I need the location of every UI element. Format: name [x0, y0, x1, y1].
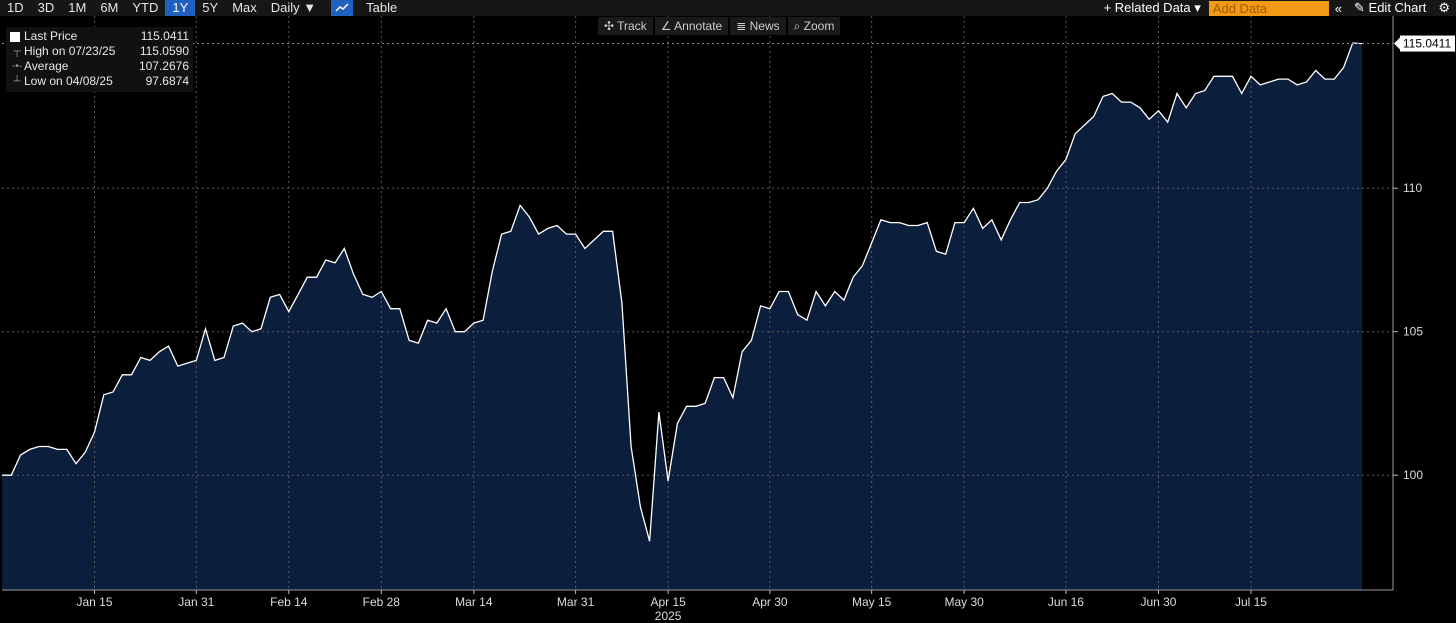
x-tick-label: Jun 16 — [1048, 595, 1084, 609]
price-line — [2, 42, 1363, 542]
legend-last-value: 115.0411 — [140, 29, 189, 43]
line-chart-icon[interactable] — [331, 0, 354, 16]
chart-tools: ✣ Track ∠ Annotate ≣ News ⌕ Zoom — [598, 17, 842, 35]
news-button[interactable]: ≣ News — [730, 17, 786, 35]
range-button-1m[interactable]: 1M — [68, 0, 87, 15]
x-tick-label: May 30 — [944, 595, 984, 609]
collapse-icon[interactable]: « — [1334, 0, 1343, 16]
x-axis-year-label: 2025 — [655, 609, 682, 623]
x-tick-label: Mar 31 — [557, 595, 595, 609]
table-button[interactable]: Table — [366, 0, 398, 15]
x-tick-label: Mar 14 — [455, 595, 493, 609]
add-data-input[interactable] — [1208, 0, 1329, 16]
legend-high-label: High on 07/23/25 — [24, 44, 116, 58]
legend-last-label: Last Price — [24, 29, 78, 43]
price-area-chart[interactable]: 100 105 110 Jan 15 Jan 31 Feb 14 Feb 28 Mar 14 M… — [0, 16, 1456, 623]
interval-dropdown[interactable]: Daily ▼ — [270, 0, 317, 15]
legend-avg-label: Average — [24, 59, 69, 73]
range-button-ytd[interactable]: YTD — [132, 0, 159, 15]
high-marker-icon: ┬ — [13, 46, 21, 57]
low-marker-icon: ┴ — [13, 76, 21, 87]
y-tick-label: 105 — [1403, 325, 1423, 339]
range-button-1d[interactable]: 1D — [7, 0, 24, 15]
x-tick-label: Feb 28 — [363, 595, 401, 609]
y-tick-label: 100 — [1403, 468, 1423, 482]
price-area-fill — [2, 43, 1362, 590]
last-price-pointer — [1394, 37, 1400, 50]
range-button-3d[interactable]: 3D — [37, 0, 55, 15]
y-tick-label: 110 — [1403, 181, 1422, 195]
x-tick-label: May 15 — [852, 595, 892, 609]
top-toolbar: 1D 3D 1M 6M YTD 1Y 5Y Max Daily ▼ Table + Relat… — [0, 0, 1456, 16]
legend-high-value: 115.0590 — [139, 44, 189, 58]
range-button-6m[interactable]: 6M — [100, 0, 119, 15]
legend-low-label: Low on 04/08/25 — [24, 74, 113, 88]
range-button-5y[interactable]: 5Y — [202, 0, 219, 15]
x-tick-label: Jan 15 — [77, 595, 113, 609]
edit-chart-button[interactable]: ✎ Edit Chart — [1354, 0, 1427, 15]
track-button[interactable]: ✣ Track — [598, 17, 653, 35]
range-button-1y[interactable]: 1Y — [165, 0, 196, 16]
range-button-max[interactable]: Max — [232, 0, 257, 15]
x-tick-label: Feb 14 — [270, 595, 308, 609]
price-legend: Last Price 115.0411 ┬ High on 07/23/25 115.… — [6, 27, 193, 92]
range-selector: 1D 3D 1M 6M YTD 1Y 5Y Max — [0, 0, 264, 16]
x-tick-label: Apr 15 — [650, 595, 686, 609]
x-tick-label: Jul 15 — [1235, 595, 1267, 609]
x-tick-label: Jan 31 — [178, 595, 214, 609]
zoom-button[interactable]: ⌕ Zoom — [787, 17, 841, 35]
last-price-label: 115.0411 — [1403, 37, 1452, 51]
settings-gear-icon[interactable]: ⚙ — [1438, 0, 1450, 15]
last-price-swatch — [10, 31, 20, 42]
related-data-button[interactable]: + Related Data ▾ — [1103, 0, 1201, 15]
x-tick-label: Apr 30 — [752, 595, 788, 609]
legend-low-value: 97.6874 — [145, 74, 189, 88]
x-tick-label: Jun 30 — [1140, 595, 1176, 609]
average-marker-icon: -•- — [11, 61, 23, 72]
annotate-button[interactable]: ∠ Annotate — [654, 17, 729, 35]
last-price-tag — [1400, 35, 1455, 52]
legend-avg-value: 107.2676 — [138, 59, 189, 73]
